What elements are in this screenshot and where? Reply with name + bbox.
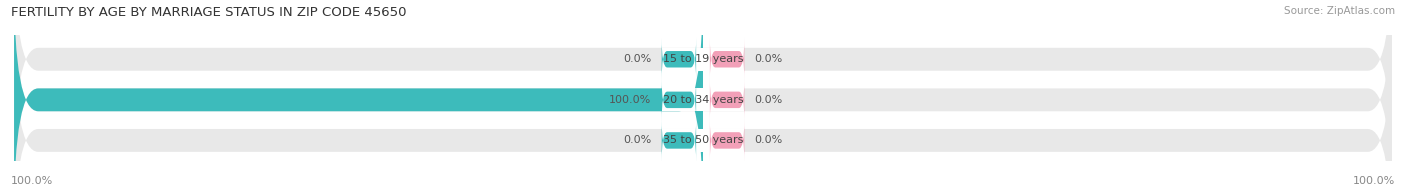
Text: 15 to 19 years: 15 to 19 years bbox=[662, 54, 744, 64]
Text: 100.0%: 100.0% bbox=[609, 95, 651, 105]
FancyBboxPatch shape bbox=[14, 0, 703, 196]
Bar bbox=[662, 129, 744, 152]
Bar bbox=[662, 88, 744, 111]
FancyBboxPatch shape bbox=[710, 38, 744, 81]
FancyBboxPatch shape bbox=[14, 0, 1392, 196]
FancyBboxPatch shape bbox=[662, 79, 696, 121]
Text: 0.0%: 0.0% bbox=[755, 54, 783, 64]
Text: FERTILITY BY AGE BY MARRIAGE STATUS IN ZIP CODE 45650: FERTILITY BY AGE BY MARRIAGE STATUS IN Z… bbox=[11, 6, 406, 19]
FancyBboxPatch shape bbox=[710, 79, 744, 121]
FancyBboxPatch shape bbox=[14, 23, 1392, 196]
FancyBboxPatch shape bbox=[662, 119, 696, 162]
FancyBboxPatch shape bbox=[662, 38, 696, 81]
FancyBboxPatch shape bbox=[710, 119, 744, 162]
Bar bbox=[662, 48, 744, 71]
Text: 0.0%: 0.0% bbox=[755, 95, 783, 105]
FancyBboxPatch shape bbox=[14, 0, 1392, 177]
Text: 100.0%: 100.0% bbox=[1353, 176, 1395, 186]
Text: 0.0%: 0.0% bbox=[623, 54, 651, 64]
Text: 0.0%: 0.0% bbox=[623, 135, 651, 145]
Text: Source: ZipAtlas.com: Source: ZipAtlas.com bbox=[1284, 6, 1395, 16]
Text: 0.0%: 0.0% bbox=[755, 135, 783, 145]
Text: 20 to 34 years: 20 to 34 years bbox=[662, 95, 744, 105]
Text: 100.0%: 100.0% bbox=[11, 176, 53, 186]
Text: 35 to 50 years: 35 to 50 years bbox=[662, 135, 744, 145]
